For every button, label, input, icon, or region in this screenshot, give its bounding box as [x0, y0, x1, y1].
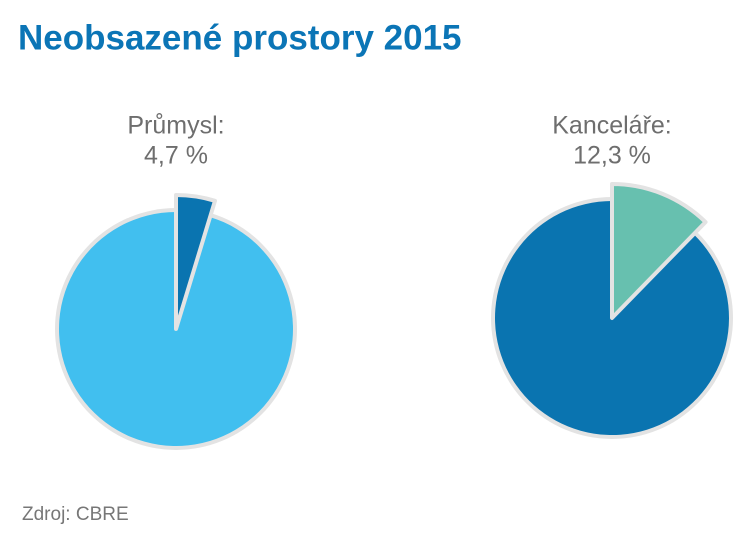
pie-slice — [610, 182, 708, 320]
source: Zdroj: CBRE — [22, 504, 129, 525]
pie-title: Kanceláře: — [552, 112, 672, 140]
pie-slice — [174, 193, 217, 331]
value-label: 4,7 % — [144, 142, 208, 170]
pie-title: Průmysl: — [127, 112, 224, 140]
page-title: Neobsazené prostory 2015 — [18, 18, 462, 57]
value-label: 12,3 % — [573, 142, 651, 170]
